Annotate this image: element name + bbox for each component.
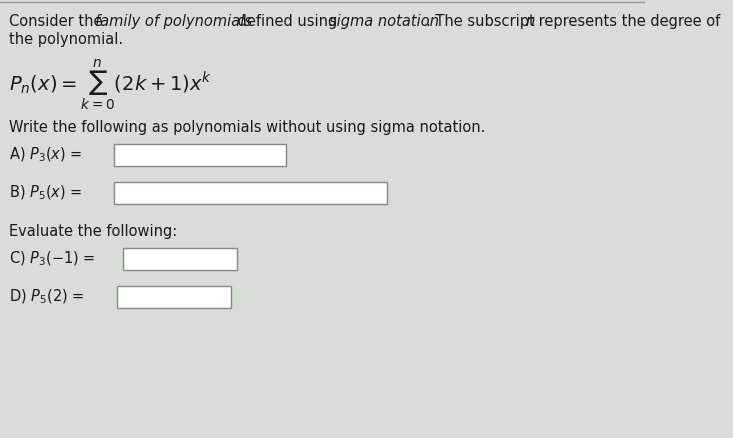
FancyBboxPatch shape: [117, 286, 232, 308]
Text: n: n: [526, 14, 534, 29]
FancyBboxPatch shape: [114, 144, 286, 166]
Text: D) $P_5(2)$ =: D) $P_5(2)$ =: [9, 288, 84, 307]
FancyBboxPatch shape: [114, 182, 387, 204]
Text: C) $P_3(-1)$ =: C) $P_3(-1)$ =: [9, 250, 95, 268]
Text: $P_n(x) = \sum_{k=0}^{n}(2k+1)x^k$: $P_n(x) = \sum_{k=0}^{n}(2k+1)x^k$: [9, 58, 212, 113]
Text: Evaluate the following:: Evaluate the following:: [9, 224, 177, 239]
Text: the polynomial.: the polynomial.: [9, 32, 123, 47]
Text: sigma notation: sigma notation: [329, 14, 439, 29]
Text: . The subscript: . The subscript: [426, 14, 539, 29]
Text: A) $P_3(x)$ =: A) $P_3(x)$ =: [9, 146, 82, 164]
Text: Consider the: Consider the: [9, 14, 107, 29]
Text: Write the following as polynomials without using sigma notation.: Write the following as polynomials witho…: [9, 120, 485, 135]
Text: represents the degree of: represents the degree of: [534, 14, 720, 29]
FancyBboxPatch shape: [123, 248, 237, 270]
Text: B) $P_5(x)$ =: B) $P_5(x)$ =: [9, 184, 82, 202]
Text: family of polynomials: family of polynomials: [95, 14, 252, 29]
Text: defined using: defined using: [233, 14, 342, 29]
